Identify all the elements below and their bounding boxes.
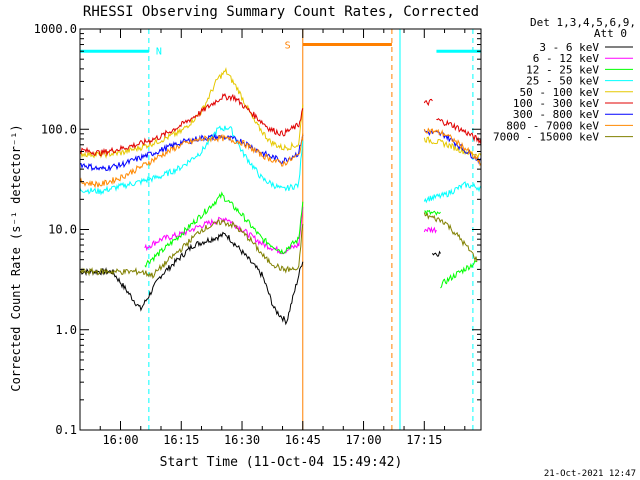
x-tick-label: 16:00 xyxy=(102,433,138,447)
legend-label: 12 - 25 keV xyxy=(526,63,599,76)
series-300-800-kev xyxy=(79,129,482,172)
series-line-segment xyxy=(79,133,304,189)
series-line-segment xyxy=(440,259,478,289)
y-tick-label: 10.0 xyxy=(48,223,77,237)
series-line-segment xyxy=(423,226,437,234)
series-line-segment xyxy=(431,250,441,257)
series-line-segment xyxy=(424,209,441,216)
series-line-segment xyxy=(423,212,478,262)
legend-label: 100 - 300 keV xyxy=(513,97,599,110)
legend-label: 25 - 50 keV xyxy=(526,75,599,88)
series-line-segment xyxy=(423,127,482,167)
series-line-segment xyxy=(436,118,482,145)
legend-header-line: Att 0 xyxy=(594,27,627,40)
series-50-100-kev xyxy=(79,66,482,159)
series-line-segment xyxy=(79,219,304,280)
series-line-segment xyxy=(79,125,304,196)
x-tick-label: 16:45 xyxy=(285,433,321,447)
y-tick-label: 1.0 xyxy=(55,323,77,337)
plot-frame xyxy=(79,28,482,431)
y-tick-label: 100.0 xyxy=(41,122,77,136)
x-axis-label: Start Time (11-Oct-04 15:49:42) xyxy=(160,455,403,470)
series-6-12-kev xyxy=(144,206,437,255)
mode-bar-label: N xyxy=(156,47,162,58)
x-axis: 16:00 16:15 16:30 16:45 17:00 17:15 xyxy=(79,29,466,447)
x-tick-label: 17:15 xyxy=(406,433,442,447)
series-12-25-kev xyxy=(144,191,478,289)
x-tick-label: 17:00 xyxy=(345,433,381,447)
legend-label: 6 - 12 keV xyxy=(533,52,600,65)
y-tick-label: 0.1 xyxy=(55,423,77,437)
series-line-segment xyxy=(79,66,304,159)
plot-area: NS xyxy=(79,29,482,430)
y-axis: 0.1 1.0 10.0 100.0 1000.0 xyxy=(34,22,481,437)
y-tick-label: 1000.0 xyxy=(34,22,77,36)
x-tick-label: 16:30 xyxy=(224,433,260,447)
series-7000-15000-kev xyxy=(79,212,478,280)
series-line-segment xyxy=(79,231,304,326)
series-800-7000-kev xyxy=(79,127,482,189)
legend-label: 7000 - 15000 keV xyxy=(493,131,599,144)
x-tick-label: 16:15 xyxy=(163,433,199,447)
series-line-segment xyxy=(423,181,482,204)
legend-header-line: Det 1,3,4,5,6,9, xyxy=(530,16,636,29)
legend-label: 3 - 6 keV xyxy=(539,41,599,54)
footer-date: 21-Oct-2021 12:47 xyxy=(544,469,636,479)
series-line-segment xyxy=(144,191,304,268)
series-line-segment xyxy=(144,206,304,255)
mode-bar-label: S xyxy=(285,41,291,52)
series-line-segment xyxy=(423,98,433,107)
series-100-300-kev xyxy=(79,92,482,157)
legend-label: 800 - 7000 keV xyxy=(506,119,599,132)
legend-label: 50 - 100 keV xyxy=(520,86,600,99)
y-axis-label: Corrected Count Rate (s⁻¹ detector⁻¹) xyxy=(9,124,23,391)
series-25-50-kev xyxy=(79,125,482,204)
chart-title: RHESSI Observing Summary Count Rates, Co… xyxy=(83,4,479,20)
legend-label: 300 - 800 keV xyxy=(513,108,599,121)
series-line-segment xyxy=(79,92,304,157)
series-3-6-kev xyxy=(79,231,441,326)
